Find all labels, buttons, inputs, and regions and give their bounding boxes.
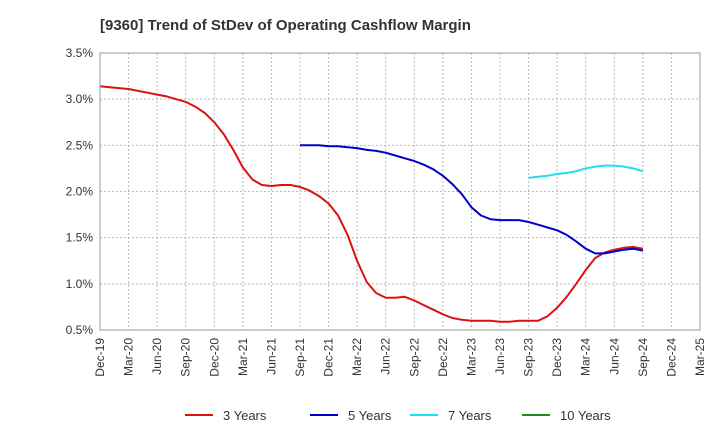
x-tick-label: Dec-24	[664, 338, 678, 377]
x-tick-label: Dec-19	[93, 338, 107, 377]
x-tick-label: Sep-21	[293, 338, 307, 377]
series-line-5-years	[300, 144, 644, 255]
x-tick-label: Jun-24	[607, 338, 621, 375]
y-tick-label: 3.0%	[66, 92, 94, 106]
x-tick-label: Mar-24	[579, 338, 593, 376]
x-axis-ticks: Dec-19 Mar-20 Jun-20 Sep-20 Dec-20 Mar-21 Jun-…	[93, 338, 707, 377]
y-tick-label: 1.5%	[66, 231, 94, 245]
chart-title: [9360] Trend of StDev of Operating Cashf…	[100, 17, 471, 34]
series-line-7-years	[528, 164, 644, 179]
x-tick-label: Jun-22	[379, 338, 393, 375]
plot-frame	[99, 52, 701, 331]
y-tick-label: 3.5%	[66, 46, 94, 60]
legend-label: 3 Years	[223, 408, 267, 423]
y-axis-ticks: 0.5% 1.0% 1.5% 2.0% 2.5% 3.0% 3.5%	[66, 46, 94, 337]
x-tick-label: Sep-20	[179, 338, 193, 377]
legend-label: 10 Years	[560, 408, 611, 423]
series-lines	[99, 85, 644, 323]
grid	[99, 52, 701, 331]
x-tick-label: Mar-20	[122, 338, 136, 376]
x-tick-label: Mar-21	[236, 338, 250, 376]
x-tick-label: Sep-23	[522, 338, 536, 377]
x-tick-label: Dec-20	[207, 338, 221, 377]
y-tick-label: 1.0%	[66, 277, 94, 291]
x-tick-label: Jun-23	[493, 338, 507, 375]
y-tick-label: 2.5%	[66, 138, 94, 152]
x-tick-label: Mar-22	[350, 338, 364, 376]
x-tick-label: Mar-23	[464, 338, 478, 376]
x-tick-label: Mar-25	[693, 338, 707, 376]
x-tick-label: Sep-22	[407, 338, 421, 377]
x-tick-label: Dec-22	[436, 338, 450, 377]
x-tick-label: Jun-21	[264, 338, 278, 375]
legend: 3 Years 5 Years 7 Years 10 Years	[185, 408, 611, 423]
series-line-3-years	[99, 85, 644, 323]
y-tick-label: 2.0%	[66, 185, 94, 199]
x-tick-label: Dec-23	[550, 338, 564, 377]
legend-label: 5 Years	[348, 408, 392, 423]
x-tick-label: Sep-24	[636, 338, 650, 377]
x-tick-label: Jun-20	[150, 338, 164, 375]
legend-label: 7 Years	[448, 408, 492, 423]
x-tick-label: Dec-21	[322, 338, 336, 377]
y-tick-label: 0.5%	[66, 323, 94, 337]
